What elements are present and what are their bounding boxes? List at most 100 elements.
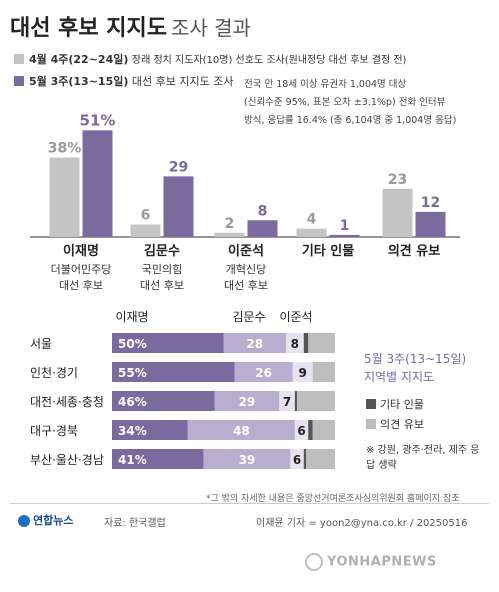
column-header-1: 이재명 <box>115 310 148 324</box>
segment-4-row-5 <box>303 449 307 469</box>
subtitle-text: 조사 결과 <box>171 16 251 40</box>
segment-3-row-4 <box>294 420 309 440</box>
segment-4-row-4 <box>308 420 313 440</box>
value-label-may-3: 8 <box>258 203 268 219</box>
segment-label-1-row-2: 55% <box>118 366 147 380</box>
footer-divider <box>10 503 489 504</box>
column-header-3: 이준석 <box>279 310 312 324</box>
category-label-1: 이재명 <box>63 243 99 259</box>
method-note-3: 방식, 응답률 16.4% (총 6,104명 중 1,004명 응답) <box>244 115 457 126</box>
value-label-april-1: 38% <box>48 141 82 157</box>
regional-footnote: ※ 강원, 광주·전라, 제주 응답 생략 <box>366 445 480 471</box>
category-label-2: 김문수 <box>144 244 180 259</box>
value-label-may-5: 12 <box>421 195 440 211</box>
value-label-may-4: 1 <box>340 218 350 234</box>
bar-april-4 <box>296 228 327 237</box>
legend-label-april: 4월 4주(22~24일) <box>29 53 129 66</box>
segment-2-row-4 <box>187 420 295 440</box>
segment-3-row-5 <box>290 449 304 469</box>
segment-label-2-row-1: 28 <box>246 337 263 351</box>
brand-name: 연합뉴스 <box>33 514 74 527</box>
bar-april-1 <box>49 157 80 237</box>
segment-3-row-2 <box>292 362 313 382</box>
segment-3-row-3 <box>279 391 295 411</box>
region-label-1: 서울 <box>30 337 52 351</box>
category-label-3: 이준석 <box>228 243 264 259</box>
bar-may-5 <box>415 211 446 237</box>
region-label-3: 대전·세종·충청 <box>30 395 104 409</box>
legend-label-may: 5월 3주(13~15일) <box>29 75 129 88</box>
regional-title: 5월 3주(13~15일) <box>364 352 467 366</box>
segment-label-2-row-4: 48 <box>233 424 250 438</box>
watermark: YONHAPNEWS <box>305 553 437 571</box>
region-label-5: 부산·울산·경남 <box>30 453 104 467</box>
column-header-2: 김문수 <box>232 310 265 324</box>
legend-swatch-may <box>14 76 24 86</box>
segment-1-row-2 <box>112 362 235 382</box>
bar-may-2 <box>163 176 194 237</box>
category-sublabel-2-1: 국민의힘 <box>142 263 182 276</box>
segment-2-row-2 <box>234 362 293 382</box>
segment-label-3-row-4: 6 <box>297 424 305 438</box>
segment-3-row-1 <box>285 333 304 353</box>
method-note-2: (신뢰수준 95%, 표본 오차 ±3.1%p) 전화 인터뷰 <box>244 97 446 108</box>
segment-5-row-2 <box>312 362 335 382</box>
value-label-april-5: 23 <box>388 172 407 188</box>
segment-5-row-1 <box>308 333 335 353</box>
legend-swatch-other <box>366 399 376 409</box>
source-note: *그 밖의 자세한 내용은 중앙선거여론조사심의위원회 홈페이지 참조 <box>206 494 460 504</box>
bar-april-3 <box>214 232 245 237</box>
watermark-icon <box>305 553 323 571</box>
bar-april-2 <box>130 224 161 237</box>
bar-may-1 <box>82 130 113 237</box>
watermark-text: YONHAPNEWS <box>327 554 437 570</box>
brand-logo-icon <box>18 515 30 527</box>
segment-label-3-row-1: 8 <box>291 337 299 351</box>
legend-desc-april: 장래 정치 지도자(10명) 선호도 조사(원내정당 대선 후보 결정 전) <box>131 55 407 66</box>
value-label-april-2: 6 <box>141 207 151 223</box>
segment-2-row-5 <box>203 449 291 469</box>
legend-label-other: 기타 인물 <box>380 398 424 411</box>
page-title: 대선 후보 지지도 조사 결과 <box>10 10 251 42</box>
segment-1-row-5 <box>112 449 204 469</box>
segment-label-2-row-5: 39 <box>239 453 256 467</box>
value-label-april-4: 4 <box>307 212 317 228</box>
data-source: 자료: 한국갤럽 <box>104 518 166 529</box>
segment-2-row-1 <box>223 333 286 353</box>
category-sublabel-3-1: 개혁신당 <box>226 263 266 276</box>
region-label-4: 대구·경북 <box>30 424 78 438</box>
category-sublabel-2-2: 대선 후보 <box>140 279 184 292</box>
segment-label-3-row-2: 9 <box>298 366 306 380</box>
segment-label-1-row-4: 34% <box>118 424 147 438</box>
regional-subtitle: 지역별 지지도 <box>364 370 435 384</box>
legend-desc-may: 대선 후보 지지도 조사 <box>131 75 234 88</box>
value-label-may-1: 51% <box>80 111 116 129</box>
reporter-credit: 이재윤 기자 = yoon2@yna.co.kr / 20250516 <box>256 518 468 529</box>
method-note-1: 전국 만 18세 이상 유권자 1,004명 대상 <box>244 79 407 90</box>
segment-label-2-row-3: 29 <box>239 395 256 409</box>
legend-item-april: 4월 4주(22~24일) 장래 정치 지도자(10명) 선호도 조사(원내정당… <box>29 51 406 67</box>
brand-logo: 연합뉴스 <box>18 512 73 528</box>
legend-swatch-april <box>14 54 24 64</box>
bar-may-4 <box>329 234 360 237</box>
category-label-5: 의견 유보 <box>388 243 440 259</box>
segment-5-row-5 <box>306 449 335 469</box>
value-label-april-3: 2 <box>225 216 235 232</box>
category-sublabel-1-2: 대선 후보 <box>59 279 103 292</box>
category-sublabel-3-2: 대선 후보 <box>224 279 268 292</box>
segment-1-row-3 <box>112 391 215 411</box>
bar-april-5 <box>382 188 413 237</box>
category-sublabel-1-1: 더불어민주당 <box>51 263 112 276</box>
legend-swatch-reserved <box>366 419 376 429</box>
segment-label-3-row-3: 7 <box>283 395 291 409</box>
value-label-may-2: 29 <box>169 159 188 175</box>
segment-label-2-row-2: 26 <box>255 366 272 380</box>
segment-4-row-3 <box>294 391 298 411</box>
segment-label-1-row-3: 46% <box>118 395 147 409</box>
segment-label-1-row-5: 41% <box>118 453 147 467</box>
bar-may-3 <box>247 220 278 237</box>
segment-1-row-4 <box>112 420 188 440</box>
segment-label-1-row-1: 50% <box>118 337 147 351</box>
